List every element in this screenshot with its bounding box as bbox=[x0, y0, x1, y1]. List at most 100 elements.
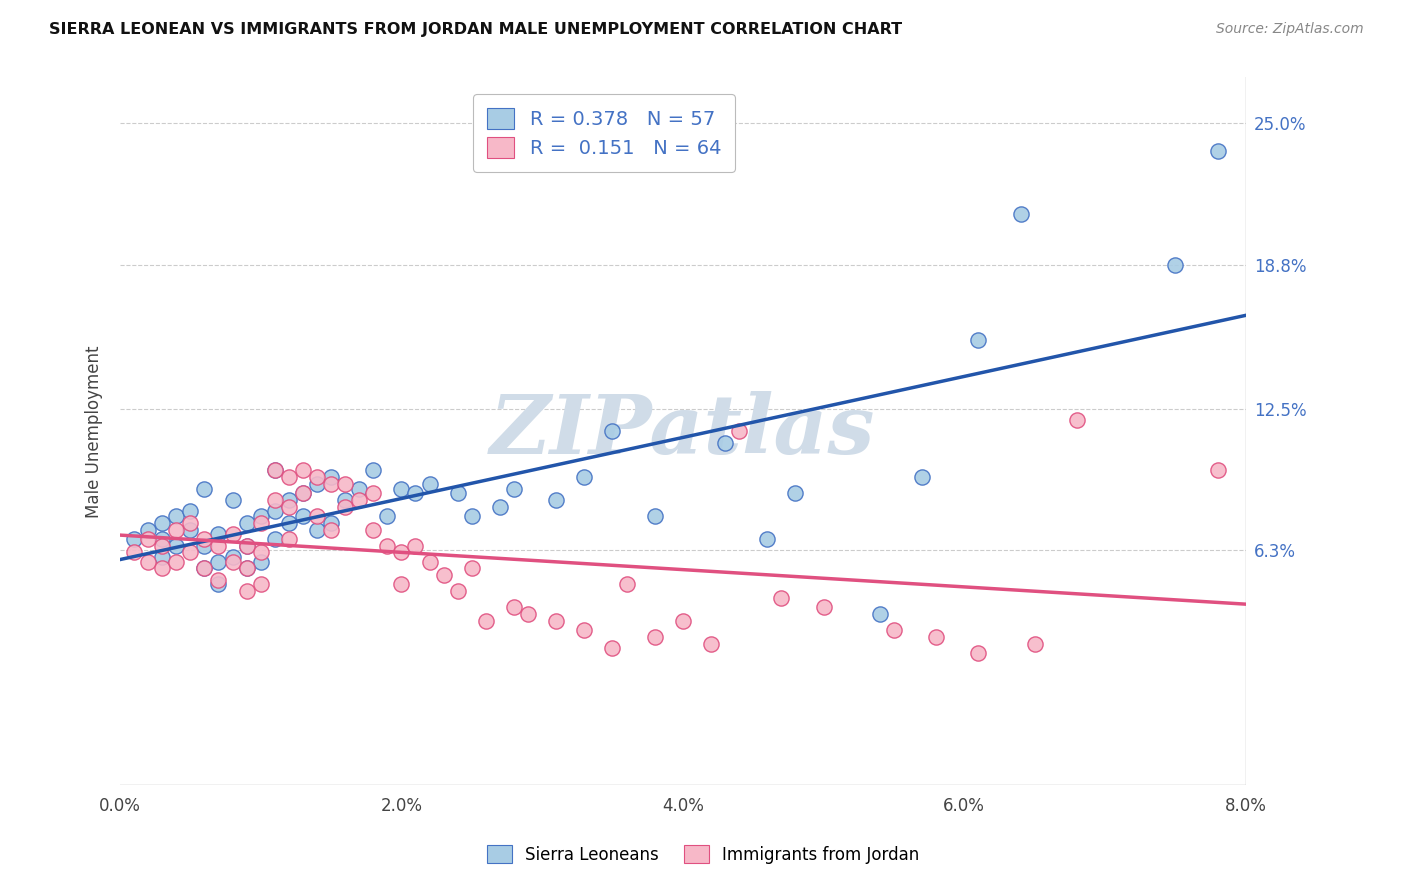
Point bbox=[193, 561, 215, 575]
Point bbox=[967, 333, 990, 347]
Point bbox=[574, 470, 596, 484]
Point bbox=[150, 550, 173, 565]
Point bbox=[714, 435, 737, 450]
Point bbox=[263, 504, 285, 518]
Point bbox=[165, 555, 187, 569]
Point bbox=[333, 500, 356, 514]
Point bbox=[235, 516, 257, 530]
Point bbox=[770, 591, 793, 606]
Point bbox=[221, 527, 243, 541]
Point bbox=[375, 508, 398, 523]
Point bbox=[235, 561, 257, 575]
Point bbox=[361, 486, 384, 500]
Point bbox=[249, 508, 271, 523]
Point bbox=[813, 600, 835, 615]
Point bbox=[277, 500, 299, 514]
Point bbox=[756, 532, 779, 546]
Point bbox=[333, 477, 356, 491]
Point bbox=[1164, 258, 1187, 272]
Legend: R = 0.378   N = 57, R =  0.151   N = 64: R = 0.378 N = 57, R = 0.151 N = 64 bbox=[474, 95, 735, 171]
Point bbox=[1066, 413, 1088, 427]
Point bbox=[1010, 207, 1032, 221]
Point bbox=[150, 539, 173, 553]
Point bbox=[404, 486, 426, 500]
Point bbox=[672, 614, 695, 628]
Point bbox=[150, 561, 173, 575]
Point bbox=[869, 607, 891, 622]
Point bbox=[700, 637, 723, 651]
Point bbox=[883, 623, 905, 637]
Point bbox=[644, 508, 666, 523]
Point bbox=[136, 523, 159, 537]
Point bbox=[122, 532, 145, 546]
Point bbox=[207, 555, 229, 569]
Point bbox=[489, 500, 512, 514]
Point bbox=[333, 492, 356, 507]
Point bbox=[785, 486, 807, 500]
Point bbox=[249, 555, 271, 569]
Point bbox=[319, 516, 342, 530]
Point bbox=[546, 614, 568, 628]
Point bbox=[263, 532, 285, 546]
Point bbox=[207, 573, 229, 587]
Point bbox=[347, 482, 370, 496]
Point bbox=[291, 508, 314, 523]
Point bbox=[389, 577, 412, 591]
Point bbox=[419, 477, 441, 491]
Point bbox=[277, 532, 299, 546]
Point bbox=[503, 600, 526, 615]
Point bbox=[347, 492, 370, 507]
Point bbox=[179, 545, 201, 559]
Point bbox=[925, 630, 948, 644]
Point bbox=[193, 539, 215, 553]
Point bbox=[319, 470, 342, 484]
Point bbox=[207, 577, 229, 591]
Point bbox=[249, 516, 271, 530]
Point bbox=[1206, 463, 1229, 477]
Point bbox=[263, 463, 285, 477]
Point bbox=[447, 486, 470, 500]
Point bbox=[235, 539, 257, 553]
Point bbox=[263, 492, 285, 507]
Point bbox=[602, 641, 624, 656]
Y-axis label: Male Unemployment: Male Unemployment bbox=[86, 345, 103, 517]
Point bbox=[277, 516, 299, 530]
Point bbox=[461, 561, 484, 575]
Text: ZIPatlas: ZIPatlas bbox=[491, 392, 876, 472]
Point bbox=[193, 561, 215, 575]
Point bbox=[165, 508, 187, 523]
Point bbox=[447, 584, 470, 599]
Point bbox=[1024, 637, 1046, 651]
Point bbox=[193, 482, 215, 496]
Point bbox=[574, 623, 596, 637]
Point bbox=[221, 555, 243, 569]
Point bbox=[503, 482, 526, 496]
Point bbox=[291, 486, 314, 500]
Point bbox=[179, 504, 201, 518]
Point bbox=[277, 470, 299, 484]
Text: Source: ZipAtlas.com: Source: ZipAtlas.com bbox=[1216, 22, 1364, 37]
Legend: Sierra Leoneans, Immigrants from Jordan: Sierra Leoneans, Immigrants from Jordan bbox=[479, 838, 927, 871]
Point bbox=[263, 463, 285, 477]
Point bbox=[967, 646, 990, 660]
Point bbox=[305, 477, 328, 491]
Point bbox=[728, 425, 751, 439]
Point bbox=[419, 555, 441, 569]
Point bbox=[221, 550, 243, 565]
Point bbox=[249, 577, 271, 591]
Point bbox=[1206, 144, 1229, 158]
Point bbox=[235, 561, 257, 575]
Point bbox=[179, 516, 201, 530]
Point bbox=[319, 477, 342, 491]
Point bbox=[319, 523, 342, 537]
Point bbox=[404, 539, 426, 553]
Point bbox=[389, 482, 412, 496]
Point bbox=[517, 607, 540, 622]
Point bbox=[616, 577, 638, 591]
Point bbox=[291, 463, 314, 477]
Point bbox=[291, 486, 314, 500]
Point bbox=[207, 539, 229, 553]
Point bbox=[433, 568, 456, 582]
Point bbox=[375, 539, 398, 553]
Point bbox=[165, 539, 187, 553]
